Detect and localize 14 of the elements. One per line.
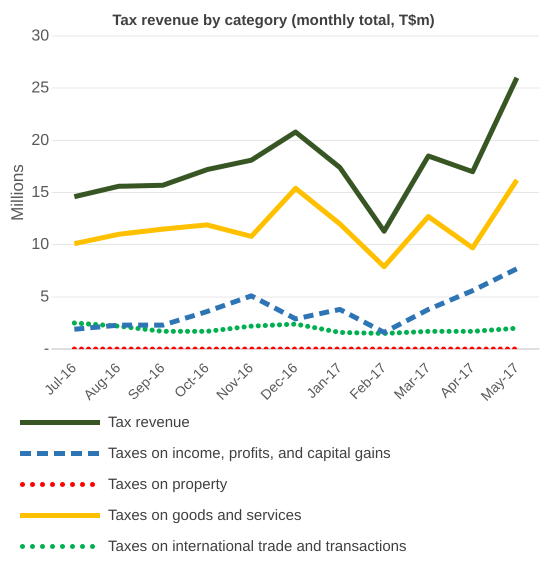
- legend-label: Taxes on goods and services: [108, 507, 302, 524]
- chart-title: Tax revenue by category (monthly total, T$m): [112, 12, 435, 30]
- legend-label: Tax revenue: [108, 414, 190, 431]
- legend-label: Taxes on international trade and transactions: [108, 538, 407, 555]
- y-tick-label: 5: [40, 288, 50, 306]
- y-axis-title: Millions: [8, 164, 27, 221]
- legend-label: Taxes on income, profits, and capital gains: [108, 445, 391, 462]
- y-tick-label: -: [44, 340, 50, 358]
- y-tick-label: 30: [31, 27, 50, 44]
- y-tick-label: 25: [31, 80, 50, 97]
- y-tick-label: 20: [31, 132, 50, 149]
- legend-label: Taxes on property: [108, 476, 228, 493]
- y-tick-label: 15: [31, 184, 50, 201]
- y-tick-label: 10: [31, 236, 50, 254]
